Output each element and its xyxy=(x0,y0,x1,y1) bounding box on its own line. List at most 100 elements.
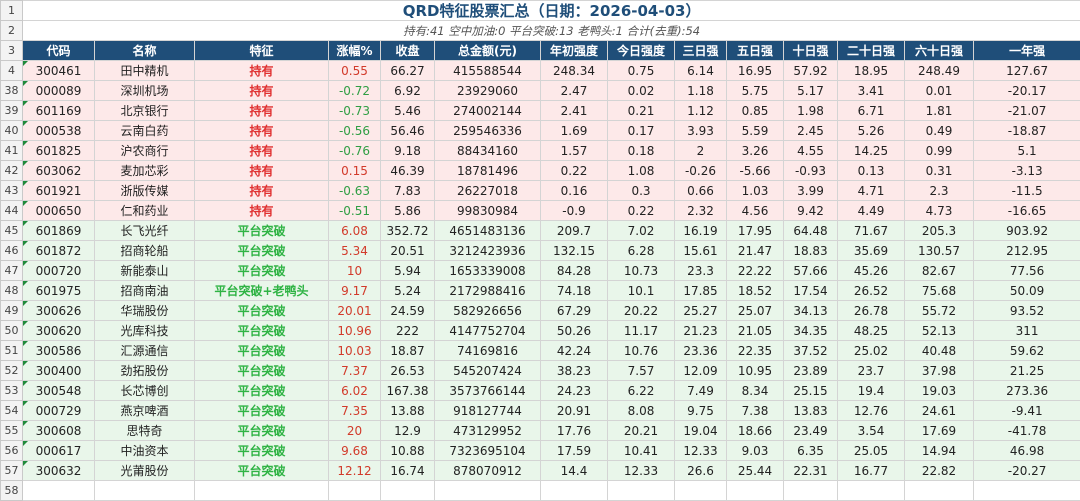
row-number[interactable]: 55 xyxy=(1,421,23,441)
strength-10d-cell[interactable]: 22.31 xyxy=(784,461,838,481)
column-header[interactable]: 今日强度 xyxy=(608,41,675,61)
strength-3d-cell[interactable]: 1.12 xyxy=(675,101,727,121)
total-amount-cell[interactable]: 274002144 xyxy=(435,101,541,121)
strength-5d-cell[interactable]: 7.38 xyxy=(727,401,784,421)
stock-code-cell[interactable]: 300626 xyxy=(23,301,95,321)
total-amount-cell[interactable]: 74169816 xyxy=(435,341,541,361)
strength-20d-cell[interactable]: 3.41 xyxy=(838,81,905,101)
change-pct-cell[interactable]: 6.08 xyxy=(329,221,381,241)
strength-10d-cell[interactable]: 18.83 xyxy=(784,241,838,261)
stock-code-cell[interactable]: 300632 xyxy=(23,461,95,481)
strength-20d-cell[interactable]: 71.67 xyxy=(838,221,905,241)
total-amount-cell[interactable]: 18781496 xyxy=(435,161,541,181)
change-pct-cell[interactable]: -0.73 xyxy=(329,101,381,121)
change-pct-cell[interactable]: 0.15 xyxy=(329,161,381,181)
ytd-strength-cell[interactable]: 24.23 xyxy=(541,381,608,401)
row-number[interactable]: 48 xyxy=(1,281,23,301)
strength-3d-cell[interactable]: 1.18 xyxy=(675,81,727,101)
ytd-strength-cell[interactable]: 1.57 xyxy=(541,141,608,161)
stock-code-cell[interactable]: 000650 xyxy=(23,201,95,221)
stock-code-cell[interactable]: 300400 xyxy=(23,361,95,381)
strength-5d-cell[interactable]: 5.75 xyxy=(727,81,784,101)
strength-10d-cell[interactable]: 1.98 xyxy=(784,101,838,121)
total-amount-cell[interactable]: 259546336 xyxy=(435,121,541,141)
strength-60d-cell[interactable]: 22.82 xyxy=(905,461,974,481)
strength-10d-cell[interactable]: 34.13 xyxy=(784,301,838,321)
close-price-cell[interactable]: 26.53 xyxy=(381,361,435,381)
stock-code-cell[interactable]: 601169 xyxy=(23,101,95,121)
stock-code-cell[interactable]: 601869 xyxy=(23,221,95,241)
strength-10d-cell[interactable]: 25.15 xyxy=(784,381,838,401)
strength-10d-cell[interactable]: 5.17 xyxy=(784,81,838,101)
stock-code-cell[interactable]: 601825 xyxy=(23,141,95,161)
strength-3d-cell[interactable]: 19.04 xyxy=(675,421,727,441)
close-price-cell[interactable]: 5.86 xyxy=(381,201,435,221)
ytd-strength-cell[interactable]: 14.4 xyxy=(541,461,608,481)
strength-1y-cell[interactable]: -16.65 xyxy=(974,201,1080,221)
stock-name-cell[interactable]: 长芯博创 xyxy=(95,381,195,401)
empty-cell[interactable] xyxy=(195,481,329,501)
strength-5d-cell[interactable]: 5.59 xyxy=(727,121,784,141)
strength-5d-cell[interactable]: 17.95 xyxy=(727,221,784,241)
close-price-cell[interactable]: 222 xyxy=(381,321,435,341)
strength-5d-cell[interactable]: 1.03 xyxy=(727,181,784,201)
ytd-strength-cell[interactable]: 17.59 xyxy=(541,441,608,461)
today-strength-cell[interactable]: 0.17 xyxy=(608,121,675,141)
today-strength-cell[interactable]: 1.08 xyxy=(608,161,675,181)
close-price-cell[interactable]: 20.51 xyxy=(381,241,435,261)
change-pct-cell[interactable]: 7.37 xyxy=(329,361,381,381)
stock-name-cell[interactable]: 光库科技 xyxy=(95,321,195,341)
strength-1y-cell[interactable]: -20.17 xyxy=(974,81,1080,101)
strength-20d-cell[interactable]: 26.52 xyxy=(838,281,905,301)
column-header[interactable]: 三日强 xyxy=(675,41,727,61)
strength-5d-cell[interactable]: 21.05 xyxy=(727,321,784,341)
row-number[interactable]: 57 xyxy=(1,461,23,481)
strength-60d-cell[interactable]: 17.69 xyxy=(905,421,974,441)
total-amount-cell[interactable]: 473129952 xyxy=(435,421,541,441)
feature-cell[interactable]: 持有 xyxy=(195,121,329,141)
row-number[interactable]: 50 xyxy=(1,321,23,341)
strength-5d-cell[interactable]: 9.03 xyxy=(727,441,784,461)
feature-cell[interactable]: 平台突破 xyxy=(195,221,329,241)
stock-name-cell[interactable]: 深圳机场 xyxy=(95,81,195,101)
column-header[interactable]: 十日强 xyxy=(784,41,838,61)
feature-cell[interactable]: 持有 xyxy=(195,101,329,121)
total-amount-cell[interactable]: 99830984 xyxy=(435,201,541,221)
ytd-strength-cell[interactable]: 2.41 xyxy=(541,101,608,121)
ytd-strength-cell[interactable]: 38.23 xyxy=(541,361,608,381)
strength-5d-cell[interactable]: 4.56 xyxy=(727,201,784,221)
row-number[interactable]: 43 xyxy=(1,181,23,201)
change-pct-cell[interactable]: 10.96 xyxy=(329,321,381,341)
strength-10d-cell[interactable]: 23.89 xyxy=(784,361,838,381)
column-header[interactable]: 总金额(元) xyxy=(435,41,541,61)
strength-60d-cell[interactable]: 248.49 xyxy=(905,61,974,81)
column-header[interactable]: 一年强 xyxy=(974,41,1080,61)
strength-3d-cell[interactable]: 0.66 xyxy=(675,181,727,201)
stock-code-cell[interactable]: 601921 xyxy=(23,181,95,201)
strength-3d-cell[interactable]: 23.36 xyxy=(675,341,727,361)
strength-60d-cell[interactable]: 55.72 xyxy=(905,301,974,321)
today-strength-cell[interactable]: 0.18 xyxy=(608,141,675,161)
strength-10d-cell[interactable]: 3.99 xyxy=(784,181,838,201)
strength-5d-cell[interactable]: 21.47 xyxy=(727,241,784,261)
empty-cell[interactable] xyxy=(541,481,608,501)
stock-code-cell[interactable]: 000617 xyxy=(23,441,95,461)
strength-20d-cell[interactable]: 18.95 xyxy=(838,61,905,81)
row-number[interactable]: 44 xyxy=(1,201,23,221)
feature-cell[interactable]: 持有 xyxy=(195,141,329,161)
close-price-cell[interactable]: 9.18 xyxy=(381,141,435,161)
today-strength-cell[interactable]: 0.3 xyxy=(608,181,675,201)
today-strength-cell[interactable]: 10.1 xyxy=(608,281,675,301)
strength-20d-cell[interactable]: 5.26 xyxy=(838,121,905,141)
strength-1y-cell[interactable]: -41.78 xyxy=(974,421,1080,441)
strength-60d-cell[interactable]: 0.31 xyxy=(905,161,974,181)
empty-cell[interactable] xyxy=(381,481,435,501)
row-number[interactable]: 3 xyxy=(1,41,23,61)
close-price-cell[interactable]: 13.88 xyxy=(381,401,435,421)
strength-1y-cell[interactable]: 5.1 xyxy=(974,141,1080,161)
strength-20d-cell[interactable]: 6.71 xyxy=(838,101,905,121)
stock-name-cell[interactable]: 田中精机 xyxy=(95,61,195,81)
close-price-cell[interactable]: 46.39 xyxy=(381,161,435,181)
ytd-strength-cell[interactable]: 2.47 xyxy=(541,81,608,101)
change-pct-cell[interactable]: 10 xyxy=(329,261,381,281)
